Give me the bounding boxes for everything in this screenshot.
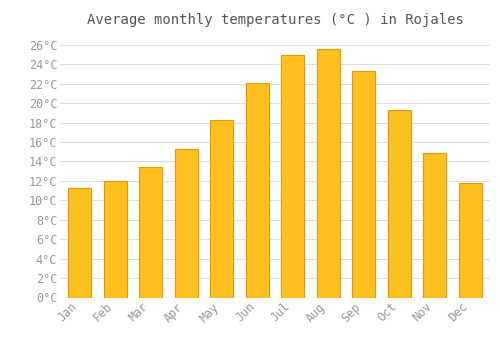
Title: Average monthly temperatures (°C ) in Rojales: Average monthly temperatures (°C ) in Ro…: [86, 13, 464, 27]
Bar: [281, 55, 304, 298]
Bar: [352, 71, 376, 298]
Bar: [388, 110, 411, 298]
Bar: [174, 149, 198, 298]
Bar: [424, 153, 446, 298]
Bar: [104, 181, 126, 298]
Bar: [246, 83, 269, 298]
Bar: [210, 120, 233, 298]
Bar: [459, 183, 482, 298]
Bar: [139, 167, 162, 298]
Bar: [68, 188, 91, 298]
Bar: [317, 49, 340, 298]
